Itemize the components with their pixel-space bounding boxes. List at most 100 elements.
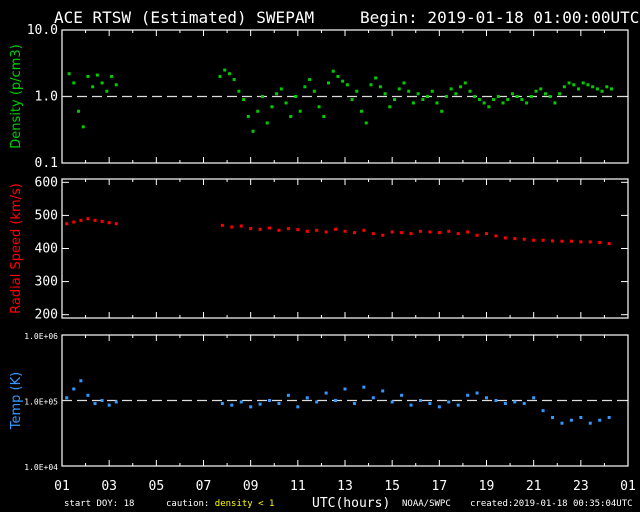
radial_speed-point <box>268 226 272 230</box>
x-tick-label: 05 <box>149 479 165 494</box>
temperature-point <box>268 399 272 402</box>
density-point <box>496 95 500 98</box>
radial_speed-point <box>418 229 422 233</box>
radial_speed-point <box>100 219 104 223</box>
density-point <box>374 76 378 80</box>
temperature-point <box>79 379 83 383</box>
temperature-point <box>296 405 300 409</box>
caution-note: caution: density < 1 <box>166 499 274 509</box>
density-point <box>444 95 448 98</box>
density-point <box>411 101 415 105</box>
radial_speed-point <box>456 232 460 236</box>
radial_speed-frame <box>61 178 629 319</box>
radial_speed-point <box>362 228 366 232</box>
radial_speed-point <box>114 222 118 226</box>
created-timestamp: created:2019-01-18 00:35:04UTC <box>470 499 633 509</box>
temperature-point <box>418 399 422 402</box>
density-point <box>402 81 406 85</box>
radial_speed-point <box>107 221 111 225</box>
density-point <box>454 92 458 96</box>
caution-value: density < 1 <box>214 499 275 509</box>
density-point <box>492 98 496 102</box>
x-tick-label: 01 <box>54 479 70 494</box>
radial_speed-point <box>522 237 526 241</box>
density-point <box>227 72 231 76</box>
density-point <box>322 115 326 119</box>
temperature-point <box>409 403 413 407</box>
density-point <box>303 85 307 89</box>
density-point <box>223 68 227 72</box>
temperature-point <box>286 393 290 397</box>
temperature-axis-label: Temp (K) <box>9 372 24 430</box>
radial_speed-ytick-label: 500 <box>35 208 58 223</box>
density-point <box>591 85 595 89</box>
temperature-point <box>362 385 366 389</box>
density-point <box>232 78 236 82</box>
density-point <box>581 81 585 85</box>
density-point <box>430 89 434 93</box>
density-point <box>548 95 552 98</box>
radial_speed-point <box>428 230 432 234</box>
radial_speed-point <box>258 227 262 231</box>
density-point <box>459 85 463 89</box>
radial_speed-point <box>485 232 488 236</box>
density-point <box>426 95 430 98</box>
temperature-point <box>503 401 507 405</box>
density-point <box>350 98 354 102</box>
x-tick-label: 13 <box>337 479 353 494</box>
temperature-point <box>569 418 573 422</box>
density-point <box>609 87 613 91</box>
density-axis-label: Density (p/cm3) <box>9 44 24 148</box>
temperature-point <box>607 416 611 420</box>
density-point <box>91 85 95 89</box>
radial_speed-axis-label: Radial Speed (km/s) <box>9 183 24 314</box>
density-point <box>256 109 260 113</box>
x-tick-label: 11 <box>290 479 306 494</box>
density-point <box>369 83 373 87</box>
temperature-ytick-label: 1.0E+06 <box>24 332 58 341</box>
density-point <box>360 109 364 113</box>
x-tick-label: 01 <box>620 479 636 494</box>
radial_speed-ytick-label: 300 <box>35 275 58 290</box>
temperature-point <box>100 399 104 402</box>
x-axis-label: UTC(hours) <box>312 496 391 511</box>
temperature-point <box>305 396 309 400</box>
temperature-point <box>230 403 234 407</box>
temperature-point <box>86 393 90 397</box>
temperature-point <box>381 389 385 393</box>
radial_speed-point <box>220 223 224 227</box>
temperature-point <box>352 401 356 405</box>
density-point <box>543 92 547 96</box>
radial_speed-point <box>93 218 97 222</box>
density-point <box>473 95 477 98</box>
chart-title: ACE RTSW (Estimated) SWEPAM <box>54 8 315 27</box>
temperature-point <box>456 403 460 407</box>
temperature-point <box>541 409 545 413</box>
density-point <box>312 89 316 93</box>
temperature-point <box>532 396 536 400</box>
density-point <box>576 87 580 91</box>
radial_speed-point <box>305 229 309 233</box>
density-point <box>515 95 519 98</box>
radial_speed-point <box>381 233 385 237</box>
temperature-point <box>400 393 404 397</box>
temperature-point <box>428 401 432 405</box>
density-point <box>605 85 609 89</box>
density-point <box>383 92 387 96</box>
temperature-point <box>93 401 97 405</box>
temperature-point <box>522 401 526 405</box>
temperature-point <box>371 396 375 400</box>
density-point <box>270 105 274 109</box>
x-tick-label: 23 <box>573 479 589 494</box>
density-point <box>600 89 604 93</box>
density-point <box>520 98 524 102</box>
radial_speed-point <box>390 230 394 234</box>
density-point <box>72 81 76 85</box>
density-point <box>407 89 411 93</box>
density-ytick-label: 1.0 <box>35 90 58 105</box>
density-point <box>378 85 382 89</box>
radial_speed-point <box>65 222 69 226</box>
radial_speed-point <box>569 239 573 243</box>
density-point <box>345 83 349 87</box>
